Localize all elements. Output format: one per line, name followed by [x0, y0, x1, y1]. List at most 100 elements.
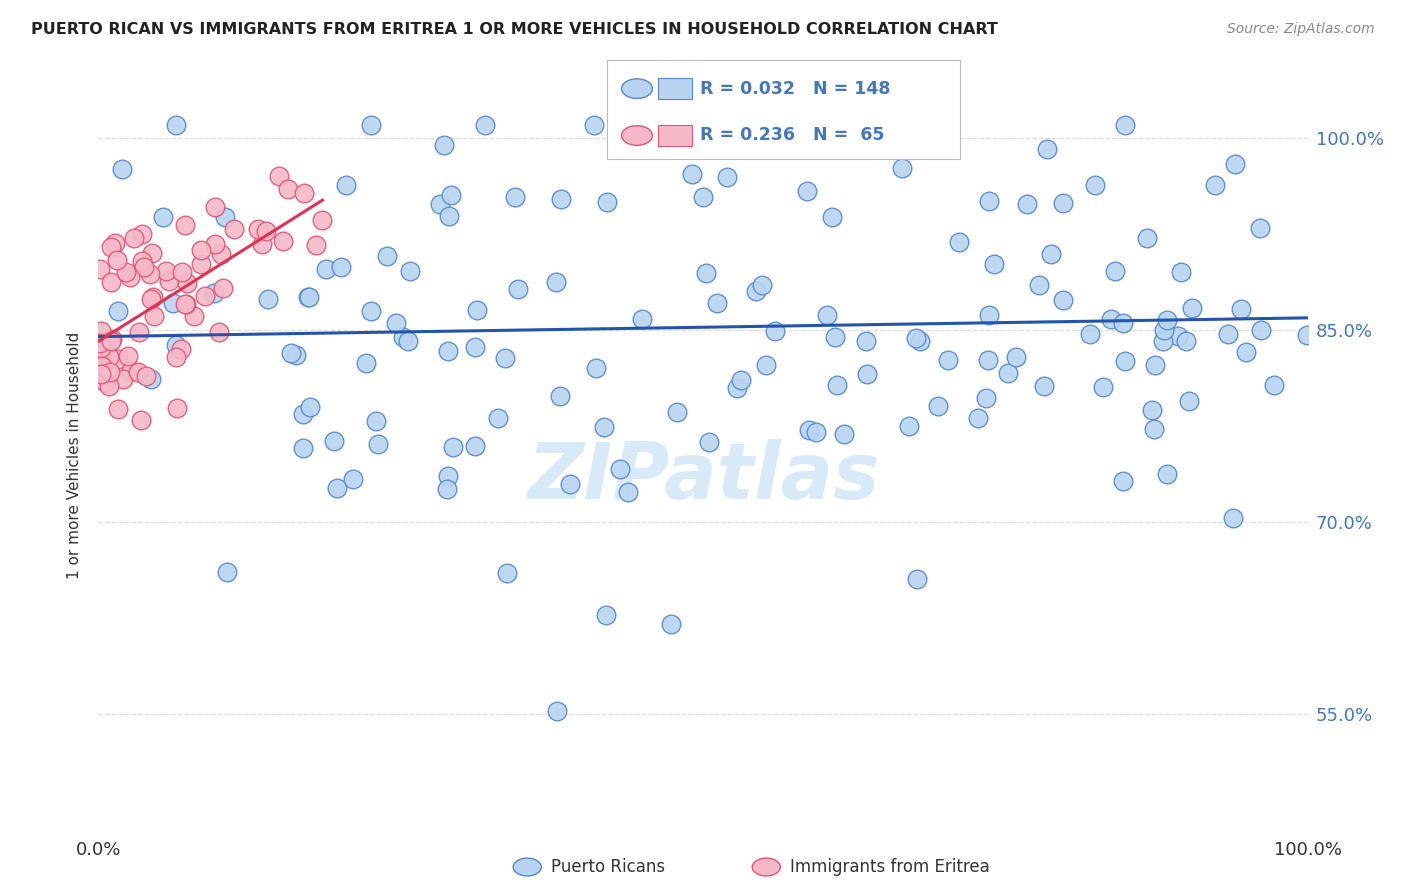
Point [297, 290, 319, 304]
Point [821, 211, 844, 225]
Point [169, 342, 191, 356]
Point [1181, 301, 1204, 315]
Point [342, 472, 364, 486]
Point [547, 704, 569, 718]
Point [280, 346, 302, 360]
Point [825, 377, 848, 392]
Point [100, 334, 122, 348]
Point [1222, 510, 1244, 524]
Point [1039, 247, 1062, 261]
Point [335, 178, 357, 192]
Point [100, 240, 122, 254]
Point [107, 304, 129, 318]
Point [1099, 312, 1122, 326]
Point [755, 359, 778, 373]
Point [1178, 393, 1201, 408]
Point [465, 302, 488, 317]
Text: R = 0.236   N =  65: R = 0.236 N = 65 [700, 127, 884, 145]
Point [360, 118, 382, 132]
Point [90, 341, 112, 355]
Point [585, 361, 607, 376]
Point [315, 262, 337, 277]
Point [194, 289, 217, 303]
Point [138, 267, 160, 281]
Point [948, 235, 970, 249]
Point [1114, 118, 1136, 132]
Point [165, 338, 187, 352]
Point [90, 368, 112, 382]
Point [796, 184, 818, 198]
Point [429, 197, 451, 211]
Point [437, 468, 460, 483]
Text: ZIPatlas: ZIPatlas [527, 440, 879, 516]
Point [1140, 402, 1163, 417]
Point [222, 222, 245, 236]
Point [1229, 302, 1251, 317]
Point [494, 351, 516, 366]
Text: PUERTO RICAN VS IMMIGRANTS FROM ERITREA 1 OR MORE VEHICLES IN HOUSEHOLD CORRELAT: PUERTO RICAN VS IMMIGRANTS FROM ERITREA … [31, 22, 998, 37]
Point [1028, 277, 1050, 292]
Point [550, 192, 572, 206]
Point [97, 350, 120, 364]
Point [131, 227, 153, 241]
Point [1017, 196, 1039, 211]
Point [1167, 329, 1189, 343]
Point [908, 334, 931, 348]
Point [304, 237, 326, 252]
Point [751, 277, 773, 292]
Point [256, 292, 278, 306]
Point [110, 161, 132, 176]
Point [292, 186, 315, 200]
Point [1084, 178, 1107, 192]
Point [824, 330, 846, 344]
Text: Puerto Ricans: Puerto Ricans [551, 858, 665, 876]
Point [209, 247, 232, 261]
Text: Immigrants from Eritrea: Immigrants from Eritrea [790, 858, 990, 876]
Point [98, 365, 121, 379]
Point [927, 399, 949, 413]
Point [91, 359, 114, 373]
Point [277, 181, 299, 195]
Point [1111, 474, 1133, 488]
Point [855, 334, 877, 348]
Point [763, 324, 786, 338]
Point [440, 187, 463, 202]
Point [128, 325, 150, 339]
Point [360, 304, 382, 318]
Point [176, 276, 198, 290]
Point [292, 407, 315, 421]
Point [202, 285, 225, 300]
Point [439, 209, 461, 223]
Point [117, 349, 139, 363]
Point [436, 482, 458, 496]
Point [325, 481, 347, 495]
Point [89, 262, 111, 277]
Point [142, 291, 165, 305]
Point [464, 340, 486, 354]
Point [291, 441, 314, 455]
Point [974, 391, 997, 405]
Point [544, 275, 567, 289]
Point [204, 200, 226, 214]
Point [152, 211, 174, 225]
Point [134, 260, 156, 275]
Point [94, 375, 117, 389]
Point [111, 372, 134, 386]
Point [503, 190, 526, 204]
Point [745, 284, 768, 298]
Point [101, 332, 124, 346]
Point [215, 565, 238, 579]
Point [890, 161, 912, 175]
Point [1170, 265, 1192, 279]
Point [122, 230, 145, 244]
Point [127, 365, 149, 379]
Point [1152, 334, 1174, 348]
Point [661, 617, 683, 632]
Point [486, 411, 509, 425]
Y-axis label: 1 or more Vehicles in Household: 1 or more Vehicles in Household [67, 331, 83, 579]
Point [139, 292, 162, 306]
Point [911, 118, 934, 132]
Point [104, 235, 127, 250]
Point [1136, 231, 1159, 245]
Point [157, 274, 180, 288]
